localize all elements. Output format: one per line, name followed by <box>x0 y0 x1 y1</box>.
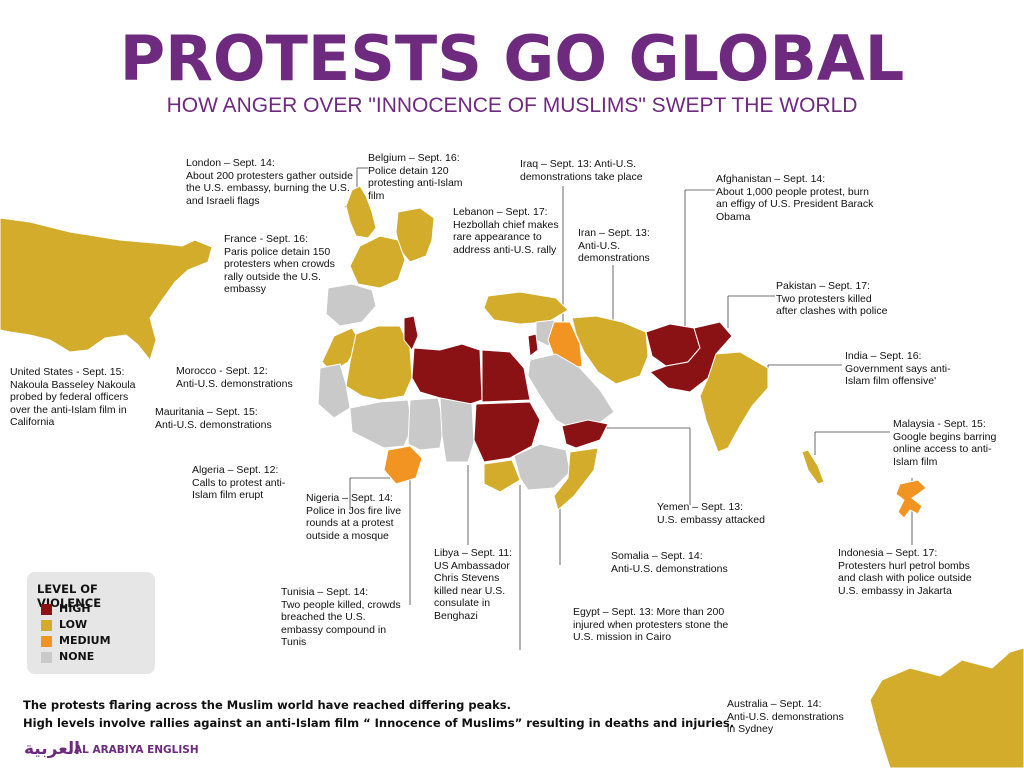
legend: LEVEL OF VIOLENCE HIGH LOW MEDIUM NONE <box>27 572 155 674</box>
region-nigeria <box>383 445 423 485</box>
annotation-libya: Libya – Sept. 11: US Ambassador Chris St… <box>434 547 513 622</box>
region-malaysia <box>801 449 825 485</box>
legend-swatch-none <box>41 652 52 663</box>
annotation-yemen: Yemen – Sept. 13: U.S. embassy attacked <box>657 501 765 526</box>
annotation-malaysia: Malaysia - Sept. 15: Google begins barri… <box>893 418 997 468</box>
region-australia <box>869 647 1024 768</box>
region-niger <box>407 397 445 451</box>
region-south-sudan <box>483 459 521 493</box>
region-lebanon <box>527 333 539 357</box>
region-tunisia <box>403 315 419 351</box>
annotation-afghanistan: Afghanistan – Sept. 14: About 1,000 peop… <box>716 173 874 223</box>
region-pakistan <box>649 321 733 393</box>
annotation-london: London – Sept. 14: About 200 protesters … <box>186 157 353 207</box>
region-united-kingdom <box>345 185 377 239</box>
annotation-united-states: United States - Sept. 15: Nakoula Bassel… <box>10 366 136 428</box>
annotation-egypt: Egypt – Sept. 13: More than 200 injured … <box>573 606 729 643</box>
region-egypt <box>481 349 531 403</box>
legend-title: LEVEL OF VIOLENCE <box>37 582 102 610</box>
footer-line-2: High levels involve rallies against an a… <box>23 716 735 730</box>
region-france <box>349 235 406 289</box>
annotation-belgium: Belgium – Sept. 16: Police detain 120 pr… <box>368 152 463 202</box>
annotation-somalia: Somalia – Sept. 14: Anti-U.S. demonstrat… <box>611 550 728 575</box>
region-mauritania <box>317 363 351 419</box>
brand-english: AL ARABIYA ENGLISH <box>74 744 199 756</box>
annotation-nigeria: Nigeria – Sept. 14: Police in Jos fire l… <box>306 492 402 542</box>
region-india <box>699 351 769 453</box>
annotation-iran: Iran – Sept. 13: Anti-U.S. demonstration… <box>578 227 650 264</box>
annotation-morocco: Morocco - Sept. 12: Anti-U.S. demonstrat… <box>176 365 293 390</box>
region-turkey <box>483 291 569 325</box>
region-algeria <box>345 325 413 401</box>
region-united-states <box>0 217 213 362</box>
annotation-mauritania: Mauritania – Sept. 15: Anti-U.S. demonst… <box>155 406 272 431</box>
region-yemen <box>561 419 609 449</box>
annotation-indonesia: Indonesia – Sept. 17: Protesters hurl pe… <box>838 547 972 597</box>
region-ethiopia <box>513 443 571 491</box>
footer-line-1: The protests flaring across the Muslim w… <box>23 698 511 712</box>
annotation-iraq: Iraq – Sept. 13: Anti-U.S. demonstration… <box>520 158 643 183</box>
region-spain <box>325 283 377 327</box>
annotation-pakistan: Pakistan – Sept. 17: Two protesters kill… <box>776 280 888 317</box>
region-morocco <box>321 327 361 373</box>
page-title: PROTESTS GO GLOBAL <box>119 22 905 95</box>
legend-swatch-medium <box>41 636 52 647</box>
brand-arabic: العربية <box>24 739 81 759</box>
region-somalia <box>553 447 599 511</box>
region-chad <box>439 397 475 463</box>
page-subtitle: HOW ANGER OVER "INNOCENCE OF MUSLIMS" SW… <box>166 94 858 117</box>
annotation-france: France - Sept. 16: Paris police detain 1… <box>224 233 335 295</box>
annotation-india: India – Sept. 16: Government says anti-I… <box>845 350 951 387</box>
legend-swatch-low <box>41 620 52 631</box>
annotation-australia: Australia – Sept. 14: Anti-U.S. demonstr… <box>727 698 844 735</box>
annotation-algeria: Algeria – Sept. 12: Calls to protest ant… <box>192 464 286 501</box>
region-libya <box>411 343 483 405</box>
region-mali <box>349 399 413 449</box>
region-iran <box>571 315 649 385</box>
region-belgium <box>395 207 435 263</box>
region-indonesia <box>895 479 927 519</box>
annotation-lebanon: Lebanon – Sept. 17: Hezbollah chief make… <box>453 206 559 256</box>
annotation-tunisia: Tunisia – Sept. 14: Two people killed, c… <box>281 586 401 648</box>
region-sudan <box>473 401 541 463</box>
legend-swatch-high <box>41 604 52 615</box>
